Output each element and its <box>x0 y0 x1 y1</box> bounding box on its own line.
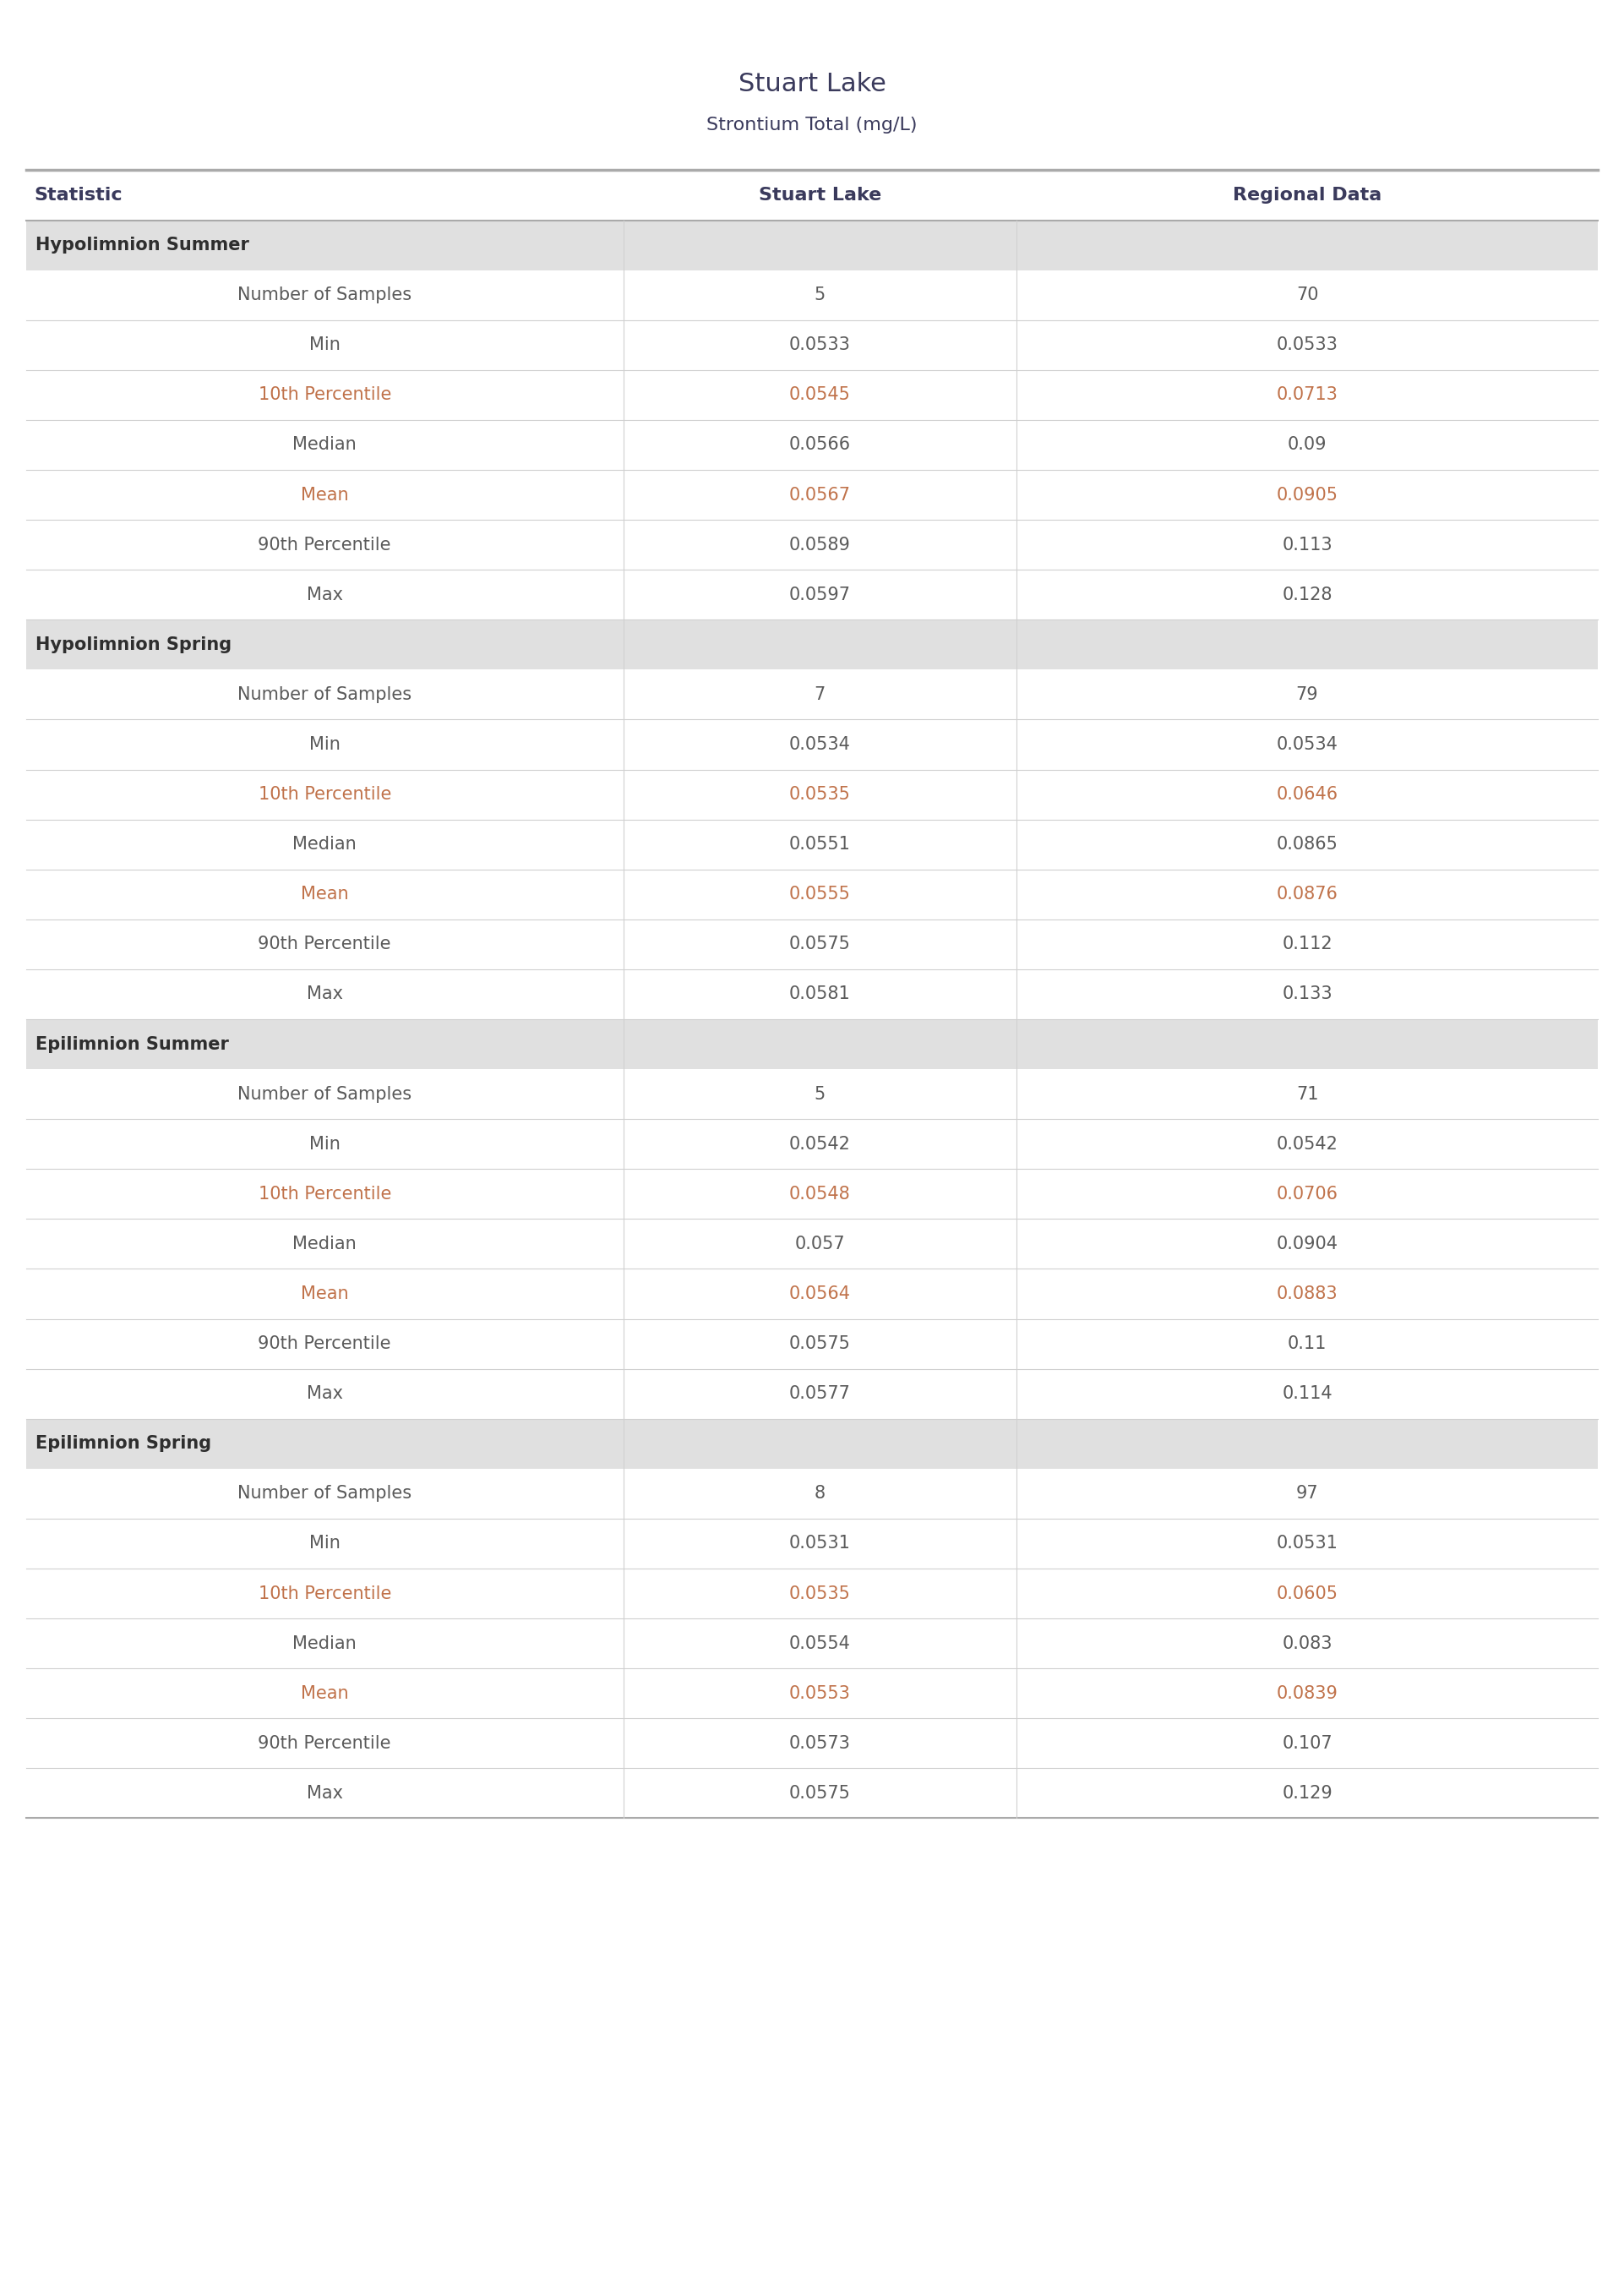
Text: 0.0573: 0.0573 <box>789 1734 851 1752</box>
Text: 0.0534: 0.0534 <box>1276 735 1338 754</box>
Text: 0.0589: 0.0589 <box>789 536 851 554</box>
Text: Min: Min <box>309 336 341 354</box>
Text: Number of Samples: Number of Samples <box>237 1485 412 1503</box>
Text: 0.0575: 0.0575 <box>789 1335 851 1353</box>
Text: 0.128: 0.128 <box>1281 586 1332 604</box>
Text: 0.0605: 0.0605 <box>1276 1584 1338 1603</box>
Text: 0.129: 0.129 <box>1281 1784 1332 1802</box>
Text: 5: 5 <box>814 1085 825 1103</box>
Text: 0.0535: 0.0535 <box>789 1584 851 1603</box>
Text: Number of Samples: Number of Samples <box>237 686 412 704</box>
Text: 0.0553: 0.0553 <box>789 1684 851 1702</box>
Text: Max: Max <box>307 1385 343 1403</box>
Text: 0.114: 0.114 <box>1281 1385 1332 1403</box>
Text: 90th Percentile: 90th Percentile <box>258 536 391 554</box>
Text: 0.0706: 0.0706 <box>1276 1185 1338 1203</box>
Text: 10th Percentile: 10th Percentile <box>258 1185 391 1203</box>
Text: Hypolimnion Spring: Hypolimnion Spring <box>36 636 232 654</box>
Text: Min: Min <box>309 1535 341 1553</box>
Text: 0.0564: 0.0564 <box>789 1285 851 1303</box>
Text: Stuart Lake: Stuart Lake <box>739 73 885 95</box>
Text: Min: Min <box>309 1135 341 1153</box>
Text: 0.0646: 0.0646 <box>1276 785 1338 804</box>
Text: 8: 8 <box>814 1485 825 1503</box>
Text: 0.083: 0.083 <box>1281 1634 1332 1653</box>
Text: 0.0876: 0.0876 <box>1276 885 1338 903</box>
Text: 0.0531: 0.0531 <box>789 1535 851 1553</box>
Text: Median: Median <box>292 1634 357 1653</box>
Text: 0.0904: 0.0904 <box>1276 1235 1338 1253</box>
Text: 0.133: 0.133 <box>1281 985 1332 1003</box>
Text: 0.09: 0.09 <box>1288 436 1327 454</box>
Text: 0.0577: 0.0577 <box>789 1385 851 1403</box>
Text: Mean: Mean <box>300 1285 349 1303</box>
Text: 0.0581: 0.0581 <box>789 985 851 1003</box>
Text: 0.0533: 0.0533 <box>789 336 851 354</box>
Text: 10th Percentile: 10th Percentile <box>258 386 391 404</box>
Text: 0.11: 0.11 <box>1288 1335 1327 1353</box>
Text: Strontium Total (mg/L): Strontium Total (mg/L) <box>706 116 918 134</box>
Text: 0.0548: 0.0548 <box>789 1185 851 1203</box>
Text: 0.0542: 0.0542 <box>1276 1135 1338 1153</box>
Text: Median: Median <box>292 436 357 454</box>
Text: 90th Percentile: 90th Percentile <box>258 1734 391 1752</box>
Text: 0.0555: 0.0555 <box>789 885 851 903</box>
Text: Statistic: Statistic <box>34 186 122 204</box>
Text: Median: Median <box>292 835 357 854</box>
Text: Hypolimnion Summer: Hypolimnion Summer <box>36 236 250 254</box>
Text: 0.107: 0.107 <box>1281 1734 1332 1752</box>
Text: 5: 5 <box>814 286 825 304</box>
Text: 0.0865: 0.0865 <box>1276 835 1338 854</box>
Text: 79: 79 <box>1296 686 1319 704</box>
Text: Max: Max <box>307 586 343 604</box>
Text: Regional Data: Regional Data <box>1233 186 1382 204</box>
Text: Max: Max <box>307 1784 343 1802</box>
Text: Number of Samples: Number of Samples <box>237 1085 412 1103</box>
Text: 0.0839: 0.0839 <box>1276 1684 1338 1702</box>
Text: 70: 70 <box>1296 286 1319 304</box>
Text: 0.0713: 0.0713 <box>1276 386 1338 404</box>
Text: 0.0551: 0.0551 <box>789 835 851 854</box>
Text: 0.112: 0.112 <box>1281 935 1332 953</box>
Text: 10th Percentile: 10th Percentile <box>258 785 391 804</box>
Text: Max: Max <box>307 985 343 1003</box>
Text: 0.0567: 0.0567 <box>789 486 851 504</box>
Text: Stuart Lake: Stuart Lake <box>758 186 882 204</box>
Text: 0.0575: 0.0575 <box>789 935 851 953</box>
Text: Epilimnion Spring: Epilimnion Spring <box>36 1435 211 1453</box>
Text: 0.0542: 0.0542 <box>789 1135 851 1153</box>
Text: 97: 97 <box>1296 1485 1319 1503</box>
Text: 0.0597: 0.0597 <box>789 586 851 604</box>
Text: Median: Median <box>292 1235 357 1253</box>
Text: 7: 7 <box>814 686 825 704</box>
Text: 0.0534: 0.0534 <box>789 735 851 754</box>
Text: Mean: Mean <box>300 486 349 504</box>
Text: 0.113: 0.113 <box>1281 536 1332 554</box>
Text: Mean: Mean <box>300 885 349 903</box>
Text: 0.0535: 0.0535 <box>789 785 851 804</box>
Text: 10th Percentile: 10th Percentile <box>258 1584 391 1603</box>
Text: 0.0554: 0.0554 <box>789 1634 851 1653</box>
Text: Epilimnion Summer: Epilimnion Summer <box>36 1035 229 1053</box>
Text: Min: Min <box>309 735 341 754</box>
Text: 90th Percentile: 90th Percentile <box>258 1335 391 1353</box>
Text: 0.057: 0.057 <box>794 1235 844 1253</box>
Text: 0.0905: 0.0905 <box>1276 486 1338 504</box>
Text: 90th Percentile: 90th Percentile <box>258 935 391 953</box>
Text: 0.0566: 0.0566 <box>789 436 851 454</box>
Text: 0.0575: 0.0575 <box>789 1784 851 1802</box>
Text: 0.0883: 0.0883 <box>1276 1285 1338 1303</box>
Text: Number of Samples: Number of Samples <box>237 286 412 304</box>
Text: 0.0531: 0.0531 <box>1276 1535 1338 1553</box>
Text: Mean: Mean <box>300 1684 349 1702</box>
Text: 0.0545: 0.0545 <box>789 386 851 404</box>
Text: 0.0533: 0.0533 <box>1276 336 1338 354</box>
Text: 71: 71 <box>1296 1085 1319 1103</box>
